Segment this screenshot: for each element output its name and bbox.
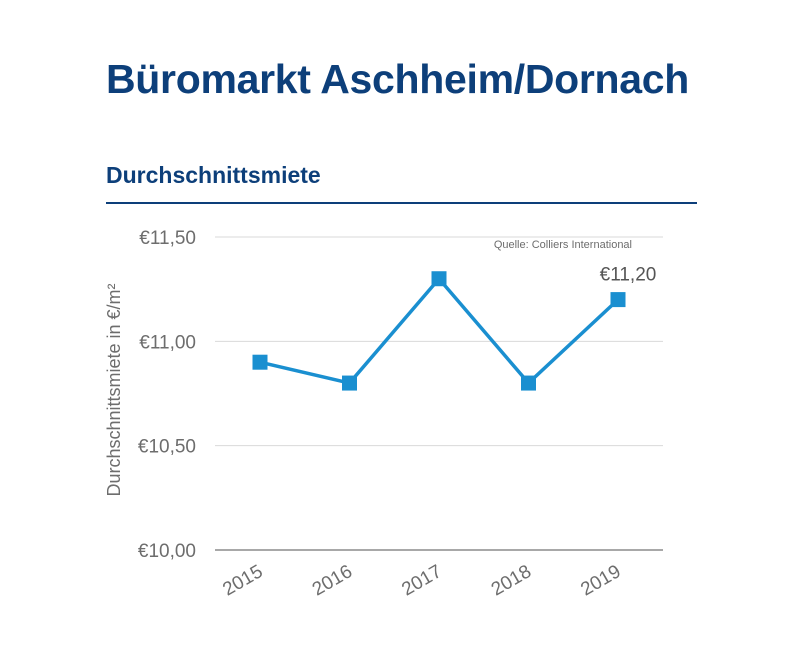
x-tick-label: 2019 [577, 561, 624, 600]
data-labels: €11,20 [600, 265, 657, 286]
y-tick-label: €10,50 [138, 437, 196, 458]
page-title: Büromarkt Aschheim/Dornach [106, 56, 690, 102]
y-tick-label: €11,50 [139, 228, 196, 249]
data-point [342, 375, 357, 391]
data-point [521, 375, 536, 391]
x-tick-label: 2018 [488, 561, 535, 600]
y-axis-label: Durchschnittsmiete in €/m² [104, 283, 124, 496]
x-tick-label: 2016 [309, 561, 356, 600]
subtitle-divider [106, 202, 697, 204]
y-axis-ticks: €10,00 €10,50 €11,00 €11,50 [138, 228, 196, 562]
data-point [252, 354, 268, 370]
data-point [431, 271, 447, 287]
x-axis-ticks: 2015 2016 2017 2018 2019 [219, 561, 624, 600]
gridlines [215, 236, 663, 551]
data-label: €11,20 [600, 265, 657, 286]
x-tick-label: 2017 [398, 561, 445, 600]
y-tick-label: €10,00 [138, 541, 196, 562]
series-line [259, 276, 620, 385]
x-tick-label: 2015 [219, 561, 266, 600]
series-layer [252, 271, 626, 391]
y-tick-label: €11,00 [139, 332, 196, 353]
source-note: Quelle: Colliers International [494, 239, 632, 251]
data-point [610, 292, 626, 308]
chart-subtitle: Durchschnittsmiete [106, 162, 321, 188]
